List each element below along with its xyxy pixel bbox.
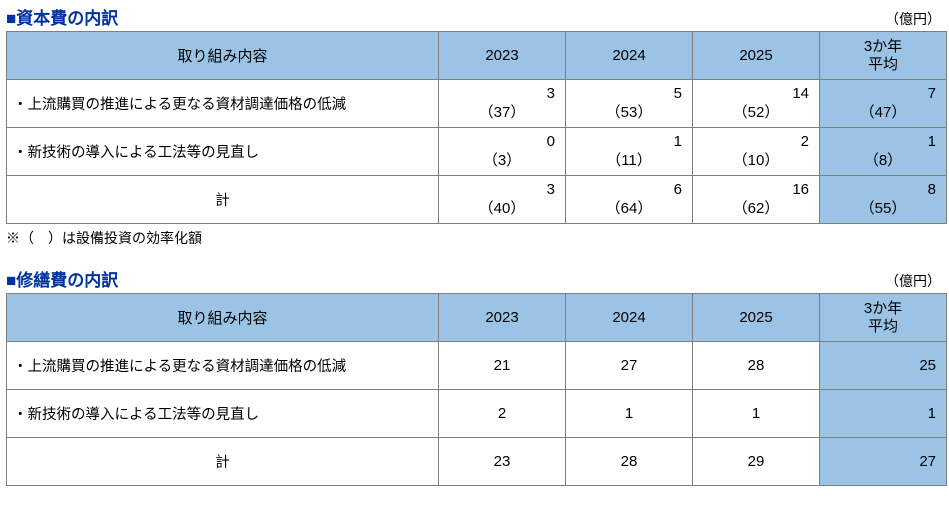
repair-section-header: ■修繕費の内訳 （億円） — [6, 266, 943, 291]
capital-row: ・上流購買の推進による更なる資材調達価格の低減 3（37） 5（53） 14（5… — [7, 80, 947, 128]
capital-header-row: 取り組み内容 2023 2024 2025 3か年 平均 — [7, 32, 947, 80]
repair-table: 取り組み内容 2023 2024 2025 3か年 平均 ・上流購買の推進による… — [6, 293, 947, 486]
repair-row-label: ・新技術の導入による工法等の見直し — [7, 390, 439, 438]
repair-row-label: 計 — [7, 438, 439, 486]
capital-row: ・新技術の導入による工法等の見直し 0（3） 1（11） 2（10） 1（8） — [7, 128, 947, 176]
repair-row: ・上流購買の推進による更なる資材調達価格の低減 21 27 28 25 — [7, 342, 947, 390]
capital-table: 取り組み内容 2023 2024 2025 3か年 平均 ・上流購買の推進による… — [6, 31, 947, 224]
col-2025: 2025 — [693, 294, 820, 342]
col-avg-l1: 3か年 — [864, 38, 902, 55]
capital-cell-2023: 3（40） — [439, 176, 566, 224]
repair-cell-avg: 27 — [820, 438, 947, 486]
repair-cell-2025: 1 — [693, 390, 820, 438]
repair-row-label: ・上流購買の推進による更なる資材調達価格の低減 — [7, 342, 439, 390]
repair-row-total: 計 23 28 29 27 — [7, 438, 947, 486]
capital-cell-2025: 14（52） — [693, 80, 820, 128]
capital-cell-2025: 2（10） — [693, 128, 820, 176]
capital-section-header: ■資本費の内訳 （億円） — [6, 4, 943, 29]
repair-cell-2025: 28 — [693, 342, 820, 390]
capital-cell-2025: 16（62） — [693, 176, 820, 224]
capital-cell-avg: 7（47） — [820, 80, 947, 128]
repair-title: ■修繕費の内訳 — [6, 266, 118, 291]
col-2023: 2023 — [439, 294, 566, 342]
repair-cell-2023: 2 — [439, 390, 566, 438]
repair-unit: （億円） — [885, 271, 943, 291]
repair-cell-avg: 1 — [820, 390, 947, 438]
capital-row-total: 計 3（40） 6（64） 16（62） 8（55） — [7, 176, 947, 224]
capital-row-label: ・上流購買の推進による更なる資材調達価格の低減 — [7, 80, 439, 128]
repair-cell-avg: 25 — [820, 342, 947, 390]
col-label: 取り組み内容 — [7, 32, 439, 80]
repair-cell-2024: 27 — [566, 342, 693, 390]
capital-cell-2024: 6（64） — [566, 176, 693, 224]
capital-cell-avg: 1（8） — [820, 128, 947, 176]
capital-cell-2023: 0（3） — [439, 128, 566, 176]
col-2025: 2025 — [693, 32, 820, 80]
col-avg: 3か年 平均 — [820, 32, 947, 80]
capital-title: ■資本費の内訳 — [6, 4, 118, 29]
capital-unit: （億円） — [885, 9, 943, 29]
capital-footnote: ※（ ）は設備投資の効率化額 — [6, 228, 943, 248]
repair-cell-2025: 29 — [693, 438, 820, 486]
col-avg-l1: 3か年 — [864, 300, 902, 317]
capital-cell-2023: 3（37） — [439, 80, 566, 128]
capital-cell-2024: 1（11） — [566, 128, 693, 176]
col-2024: 2024 — [566, 32, 693, 80]
col-2023: 2023 — [439, 32, 566, 80]
col-avg-l2: 平均 — [868, 318, 898, 335]
capital-cell-avg: 8（55） — [820, 176, 947, 224]
col-avg: 3か年 平均 — [820, 294, 947, 342]
repair-header-row: 取り組み内容 2023 2024 2025 3か年 平均 — [7, 294, 947, 342]
repair-cell-2023: 23 — [439, 438, 566, 486]
capital-row-label: ・新技術の導入による工法等の見直し — [7, 128, 439, 176]
repair-cell-2024: 28 — [566, 438, 693, 486]
repair-row: ・新技術の導入による工法等の見直し 2 1 1 1 — [7, 390, 947, 438]
repair-cell-2023: 21 — [439, 342, 566, 390]
repair-cell-2024: 1 — [566, 390, 693, 438]
capital-row-label: 計 — [7, 176, 439, 224]
col-avg-l2: 平均 — [868, 56, 898, 73]
col-2024: 2024 — [566, 294, 693, 342]
capital-cell-2024: 5（53） — [566, 80, 693, 128]
col-label: 取り組み内容 — [7, 294, 439, 342]
